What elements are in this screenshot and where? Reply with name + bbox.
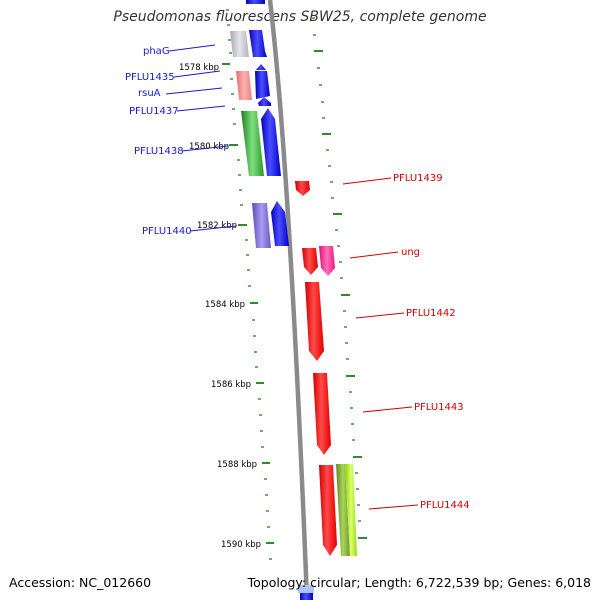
gene-label-PFLU1439[interactable]: PFLU1439 — [393, 173, 443, 184]
gene-feature[interactable] — [300, 593, 313, 600]
gene-feature[interactable] — [295, 181, 310, 196]
reverse-gene-labels — [342, 177, 419, 510]
genome-summary-text: Topology: circular; Length: 6,722,539 bp… — [247, 575, 591, 590]
kbp-tick-label: 1590 kbp — [221, 540, 261, 550]
kbp-tick-label: 1582 kbp — [197, 221, 237, 231]
gene-feature[interactable] — [345, 464, 357, 556]
gene-feature[interactable] — [305, 282, 324, 361]
gene-feature[interactable] — [230, 31, 249, 57]
gene-feature[interactable] — [252, 203, 271, 248]
gene-feature[interactable] — [261, 108, 281, 176]
kbp-tick-label: 1578 kbp — [179, 63, 219, 73]
accession-text: Accession: NC_012660 — [9, 575, 152, 590]
inner-tick-column — [222, 9, 274, 560]
forward-gene-labels — [165, 44, 237, 232]
gene-feature[interactable] — [255, 71, 270, 99]
kbp-tick-label: 1586 kbp — [211, 380, 251, 390]
gene-label-phaG[interactable]: phaG — [143, 46, 170, 57]
gene-feature[interactable] — [319, 465, 337, 556]
gene-feature[interactable] — [313, 373, 331, 455]
forward-strand-features — [230, 0, 314, 600]
gene-feature[interactable] — [271, 201, 289, 246]
map-title: Pseudomonas fluorescens SBW25, complete … — [113, 9, 487, 25]
gene-feature[interactable] — [319, 246, 335, 276]
genome-backbone — [267, 0, 310, 600]
gene-feature[interactable] — [298, 585, 314, 593]
reverse-strand-features — [295, 181, 357, 556]
gene-label-ung[interactable]: ung — [401, 247, 420, 258]
gene-label-PFLU1442[interactable]: PFLU1442 — [406, 308, 456, 319]
gene-label-PFLU1444[interactable]: PFLU1444 — [420, 500, 470, 511]
gene-label-PFLU1437[interactable]: PFLU1437 — [129, 106, 179, 117]
gene-label-PFLU1435[interactable]: PFLU1435 — [125, 72, 175, 83]
gene-feature[interactable] — [258, 97, 271, 106]
kbp-tick-label: 1580 kbp — [189, 142, 229, 152]
gene-feature[interactable] — [302, 248, 318, 275]
gene-label-PFLU1438[interactable]: PFLU1438 — [134, 146, 184, 157]
gene-label-PFLU1440[interactable]: PFLU1440 — [142, 226, 192, 237]
gene-label-rsuA[interactable]: rsuA — [138, 88, 161, 99]
kbp-tick-label: 1588 kbp — [217, 460, 257, 470]
gene-feature[interactable] — [236, 71, 252, 100]
kbp-tick-label: 1584 kbp — [205, 300, 245, 310]
gene-label-PFLU1443[interactable]: PFLU1443 — [414, 402, 464, 413]
gene-feature[interactable] — [241, 111, 264, 176]
gene-feature[interactable] — [249, 30, 267, 57]
gene-feature[interactable] — [246, 0, 265, 4]
gene-feature[interactable] — [256, 64, 266, 70]
gene-feature[interactable] — [336, 464, 350, 556]
outer-tick-column — [312, 17, 367, 539]
